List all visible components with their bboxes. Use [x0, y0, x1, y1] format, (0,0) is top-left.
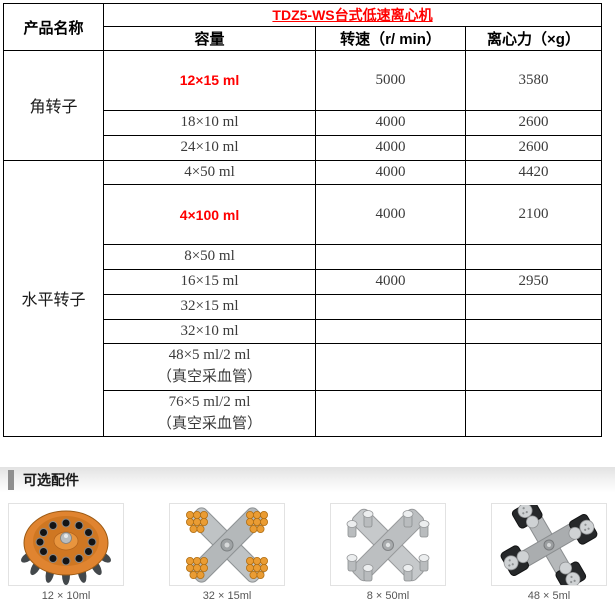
cell-speed: 5000: [315, 50, 466, 111]
table-row: 8×50 ml: [4, 244, 603, 270]
cell-speed: 4000: [315, 184, 466, 246]
cell-speed: [315, 389, 466, 438]
cell-speed: [315, 318, 466, 345]
table-row: 32×10 ml: [4, 318, 603, 345]
table-row: 4×100 ml 4000 2100: [4, 184, 603, 246]
table-row: 角转子 12×15 ml 5000 3580: [3, 50, 603, 161]
cell-speed: 4000: [315, 269, 466, 295]
cell-force: 4420: [464, 159, 603, 186]
cell-force: [464, 293, 603, 320]
accessory-caption: 8 × 50ml: [366, 590, 410, 602]
accessories-cards: 12 × 10ml: [8, 503, 607, 602]
cell-speed: 4000: [315, 159, 466, 186]
product-name-header: 产品名称: [3, 3, 104, 51]
rotor-section-label: 角转子: [3, 50, 104, 161]
accessory-item: 8 × 50ml: [330, 503, 446, 602]
accessory-item: 48 × 5ml: [491, 503, 607, 602]
cell-force: 3580: [464, 50, 603, 111]
table-header-row: 产品名称 TDZ5-WS台式低速离心机: [3, 3, 603, 51]
accessory-item: 12 × 10ml: [8, 503, 124, 602]
cell-force: [464, 244, 603, 270]
accessory-image-card: [491, 503, 607, 587]
cell-capacity: 12×15 ml: [103, 50, 316, 111]
table-row: 32×15 ml: [4, 293, 603, 320]
cell-speed: [315, 244, 466, 270]
accessories-title: 可选配件: [23, 472, 79, 489]
accessory-item: 32 × 15ml: [169, 503, 285, 602]
cell-capacity: 24×10 ml: [103, 134, 316, 161]
cell-force: 2600: [464, 110, 603, 136]
accessory-image-card: [330, 503, 446, 587]
swing-rotor-white-tubes-icon: [346, 508, 430, 582]
cell-capacity: 4×100 ml: [103, 184, 316, 246]
table-row: 16×15 ml 4000 2950: [4, 269, 603, 295]
cell-speed: 4000: [315, 110, 466, 136]
cell-capacity: 32×10 ml: [103, 318, 316, 345]
swing-rotor-orange-tubes-icon: [185, 507, 268, 583]
cell-capacity: 18×10 ml: [103, 110, 316, 136]
page-title: TDZ5-WS台式低速离心机: [102, 3, 603, 27]
accessory-caption: 48 × 5ml: [527, 590, 571, 602]
cell-capacity: 8×50 ml: [103, 244, 316, 270]
table-row: 18×10 ml 4000 2600: [4, 110, 603, 136]
cell-force: [464, 389, 603, 438]
cell-force: 2100: [464, 184, 603, 246]
table-row: 24×10 ml 4000 2600: [4, 134, 603, 161]
table-column-header-row: 容量 转速（r/ min） 离心力（×g）: [4, 26, 603, 51]
col-header-speed: 转速（r/ min）: [315, 26, 466, 51]
spec-table-body: 产品名称 TDZ5-WS台式低速离心机 容量 转速（r/ min） 离心力（×g…: [3, 3, 603, 438]
col-header-force: 离心力（×g）: [464, 26, 603, 51]
cell-speed: 4000: [315, 134, 466, 161]
cell-force: 2600: [464, 134, 603, 161]
cell-force: 2950: [464, 269, 603, 295]
section-marker-bar: [8, 470, 14, 491]
table-row: 48×5 ml/2 ml （真空采血管）: [4, 343, 603, 391]
angle-rotor-orange-icon: [21, 510, 111, 585]
cell-speed: [315, 343, 466, 391]
cell-force: [464, 318, 603, 345]
accessory-image-card: [169, 503, 285, 587]
col-header-capacity: 容量: [103, 26, 316, 51]
accessory-image-card: [8, 503, 124, 587]
cell-capacity: 32×15 ml: [103, 293, 316, 320]
swing-rotor-black-icon: [500, 504, 598, 585]
table-row: 水平转子 4×50 ml 4000 4420: [3, 159, 603, 438]
rotor-section-label: 水平转子: [3, 159, 104, 438]
cell-capacity: 16×15 ml: [103, 269, 316, 295]
cell-capacity: 48×5 ml/2 ml （真空采血管）: [103, 343, 316, 391]
accessories-section: 可选配件: [0, 467, 615, 602]
cell-capacity: 4×50 ml: [103, 159, 316, 186]
accessories-header: 可选配件: [0, 467, 615, 494]
cell-force: [464, 343, 603, 391]
accessory-caption: 12 × 10ml: [41, 590, 91, 602]
table-row: 76×5 ml/2 ml （真空采血管）: [4, 389, 603, 438]
cell-capacity: 76×5 ml/2 ml （真空采血管）: [103, 389, 316, 438]
cell-speed: [315, 293, 466, 320]
spec-table: 产品名称 TDZ5-WS台式低速离心机 容量 转速（r/ min） 离心力（×g…: [3, 3, 603, 438]
accessory-caption: 32 × 15ml: [202, 590, 252, 602]
